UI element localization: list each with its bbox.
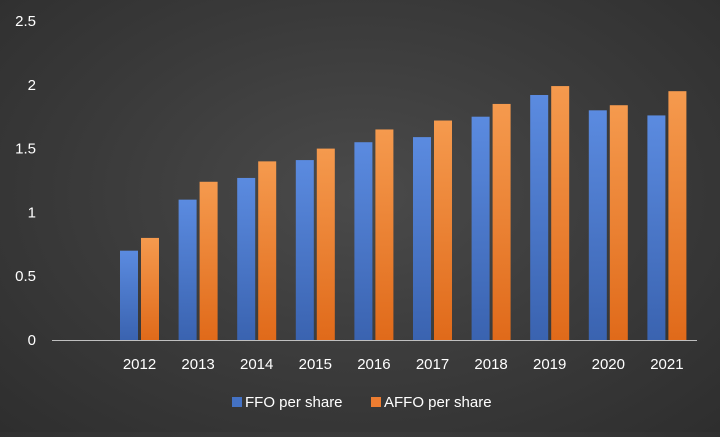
x-tick-label: 2021 <box>650 356 683 373</box>
x-tick-label: 2018 <box>474 356 507 373</box>
x-tick-label: 2019 <box>533 356 566 373</box>
x-tick-label: 2013 <box>181 356 214 373</box>
y-tick-label: 1.5 <box>15 141 36 158</box>
affo-bar-2018 <box>492 103 511 340</box>
affo-bar-2021 <box>668 91 687 341</box>
x-tick-label: 2017 <box>416 356 449 373</box>
y-tick-label: 2.5 <box>15 13 36 30</box>
ffo-bar-2013 <box>178 199 197 340</box>
ffo-bar-2015 <box>295 160 314 340</box>
ffo-bar-2018 <box>471 116 490 340</box>
legend-label-ffo: FFO per share <box>245 394 343 411</box>
y-tick-label: 1 <box>28 204 36 221</box>
x-tick-label: 2016 <box>357 356 390 373</box>
x-tick-label: 2015 <box>299 356 332 373</box>
ffo-bar-2020 <box>588 110 607 340</box>
affo-bar-2017 <box>434 120 452 340</box>
x-tick-label: 2014 <box>240 356 273 373</box>
ffo-bar-2021 <box>647 115 666 340</box>
ffo-bar-2017 <box>413 137 431 340</box>
legend-swatch-affo <box>371 397 381 407</box>
affo-bar-2020 <box>609 105 628 340</box>
affo-bar-2015 <box>316 148 335 340</box>
y-tick-label: 0.5 <box>15 268 36 285</box>
affo-bar-2012 <box>141 237 159 340</box>
ffo-bar-2016 <box>354 142 373 340</box>
y-tick-label: 0 <box>28 332 36 349</box>
x-tick-label: 2020 <box>592 356 625 373</box>
affo-bar-2019 <box>551 86 570 341</box>
legend-swatch-ffo <box>232 397 242 407</box>
affo-bar-2014 <box>258 161 277 340</box>
ffo-bar-2019 <box>530 95 549 341</box>
y-tick-label: 2 <box>28 77 36 94</box>
affo-bar-2016 <box>375 129 394 340</box>
ffo-bar-2014 <box>237 177 256 340</box>
affo-bar-2013 <box>199 181 218 340</box>
legend-label-affo: AFFO per share <box>384 394 492 411</box>
x-tick-label: 2012 <box>123 356 156 373</box>
ffo-bar-2012 <box>120 250 138 340</box>
